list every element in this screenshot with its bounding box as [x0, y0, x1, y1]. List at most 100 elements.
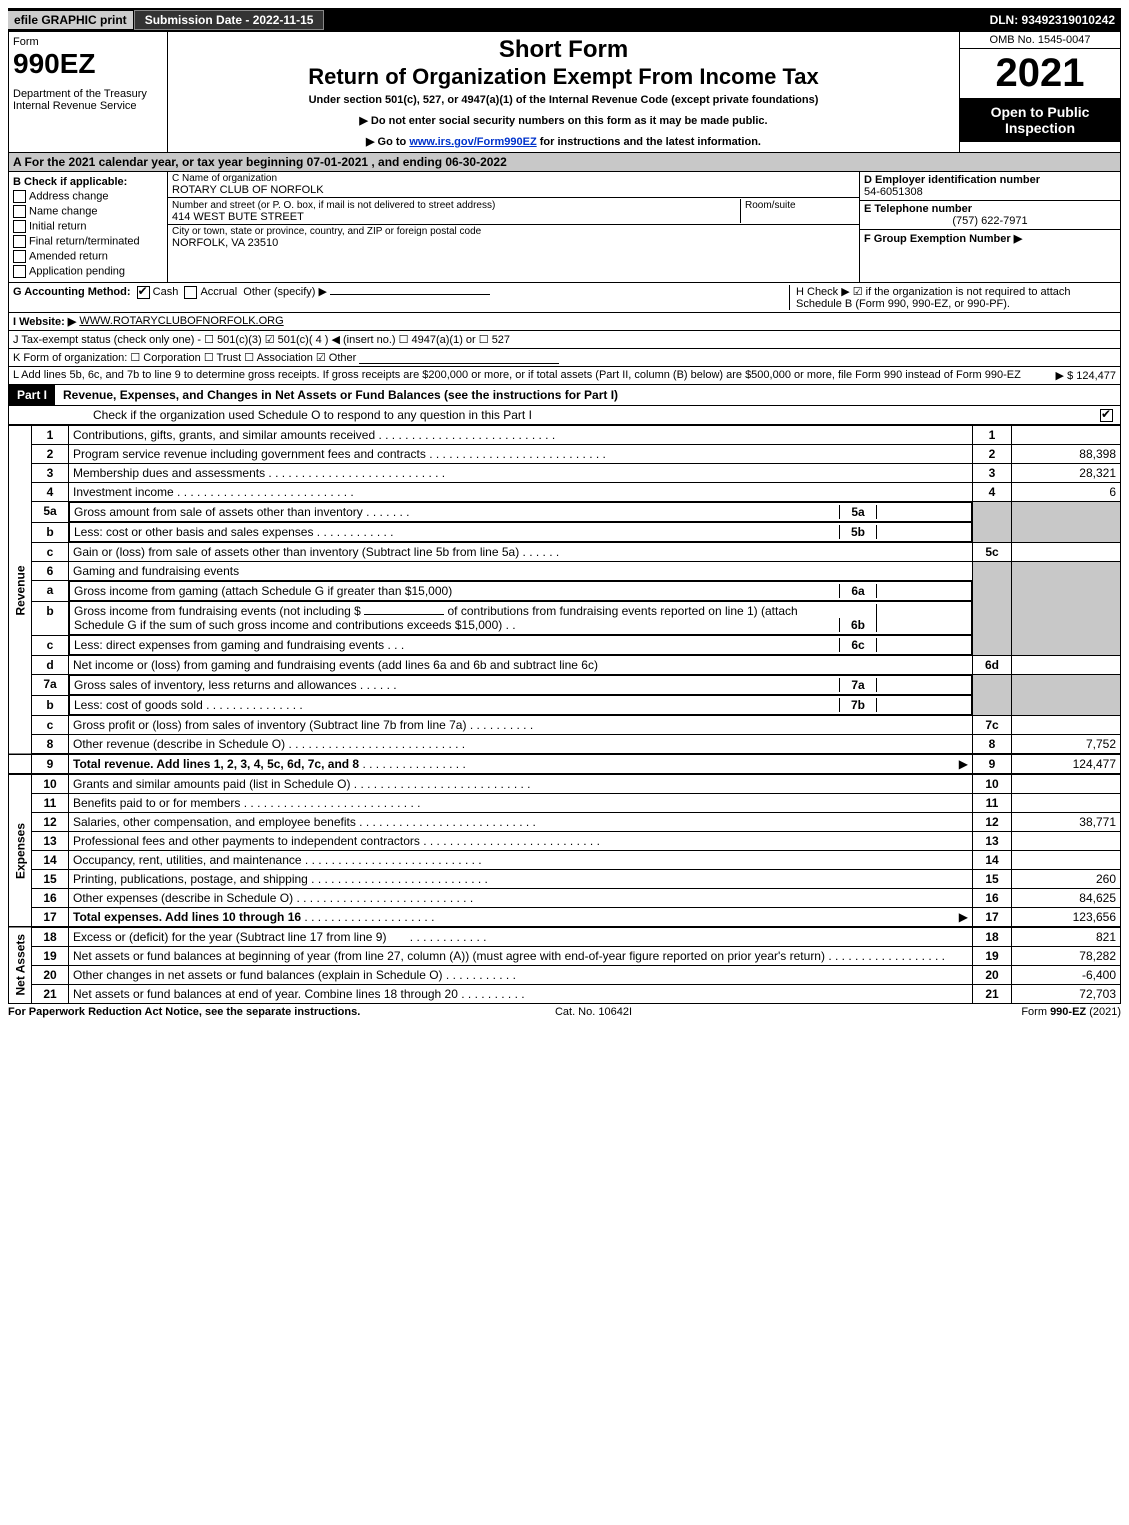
phone-value: (757) 622-7971	[864, 215, 1116, 227]
t7b: Less: cost of goods sold . . . . . . . .…	[69, 695, 972, 715]
col-b-checkboxes: B Check if applicable: Address change Na…	[9, 172, 168, 282]
n14: 14	[32, 851, 69, 870]
num2: 2	[973, 445, 1012, 464]
n12: 12	[32, 813, 69, 832]
6b-amount-input[interactable]	[364, 614, 444, 615]
chk-initial-return[interactable]: Initial return	[13, 220, 163, 233]
website-value[interactable]: WWW.ROTARYCLUBOFNORFOLK.ORG	[79, 315, 283, 328]
t6b: Gross income from fundraising events (no…	[69, 601, 972, 635]
v17: 123,656	[1012, 908, 1121, 928]
footer-center: Cat. No. 10642I	[555, 1006, 632, 1018]
n5a: 5a	[32, 502, 69, 523]
form-number: 990EZ	[13, 48, 163, 80]
t6: Gaming and fundraising events	[69, 562, 973, 581]
in5a: 5a	[839, 505, 876, 519]
v6d	[1012, 656, 1121, 675]
n5b: b	[32, 522, 69, 543]
num5a-g	[973, 502, 1012, 523]
n20: 20	[32, 966, 69, 985]
part1-checkbox[interactable]	[1100, 409, 1113, 422]
n4: 4	[32, 483, 69, 502]
t20: Other changes in net assets or fund bala…	[69, 966, 973, 985]
section-bcdef: B Check if applicable: Address change Na…	[8, 172, 1121, 283]
chk-label-1: Name change	[29, 205, 98, 217]
t6a: Gross income from gaming (attach Schedul…	[69, 581, 972, 601]
org-name: ROTARY CLUB OF NORFOLK	[172, 184, 855, 196]
public-badge: Open to Public Inspection	[960, 98, 1120, 142]
v16: 84,625	[1012, 889, 1121, 908]
t21: Net assets or fund balances at end of ye…	[69, 985, 973, 1004]
form-subtitle: Under section 501(c), 527, or 4947(a)(1)…	[176, 94, 951, 106]
e-label: E Telephone number	[864, 203, 1116, 215]
t6d: Net income or (loss) from gaming and fun…	[69, 656, 973, 675]
chk-label-0: Address change	[29, 190, 109, 202]
side-revenue: Revenue	[9, 426, 32, 755]
note2-pre: ▶ Go to	[366, 136, 409, 148]
t9: Total revenue. Add lines 1, 2, 3, 4, 5c,…	[69, 754, 973, 774]
v11	[1012, 794, 1121, 813]
num17: 17	[973, 908, 1012, 928]
note2-post: for instructions and the latest informat…	[537, 136, 761, 148]
chk-label-5: Application pending	[29, 265, 125, 277]
n8: 8	[32, 735, 69, 755]
chk-name-change[interactable]: Name change	[13, 205, 163, 218]
part1-title: Revenue, Expenses, and Changes in Net As…	[55, 388, 618, 402]
t10: Grants and similar amounts paid (list in…	[69, 774, 973, 794]
part1-header-row: Part I Revenue, Expenses, and Changes in…	[8, 385, 1121, 406]
irs-link[interactable]: www.irs.gov/Form990EZ	[409, 136, 536, 148]
c-city-label: City or town, state or province, country…	[172, 226, 855, 237]
num5c: 5c	[973, 543, 1012, 562]
n3: 3	[32, 464, 69, 483]
dln-label: DLN: 93492319010242	[990, 13, 1121, 27]
chk-accrual[interactable]	[184, 286, 197, 299]
side-netassets: Net Assets	[9, 927, 32, 1004]
t4: Investment income	[69, 483, 973, 502]
n6: 6	[32, 562, 69, 581]
t5c: Gain or (loss) from sale of assets other…	[69, 543, 973, 562]
num6d: 6d	[973, 656, 1012, 675]
in7b: 7b	[839, 698, 876, 712]
n7c: c	[32, 716, 69, 735]
col-def: D Employer identification number 54-6051…	[859, 172, 1120, 282]
t5b: Less: cost or other basis and sales expe…	[69, 522, 972, 542]
part1-label: Part I	[9, 385, 55, 405]
k-text: K Form of organization: ☐ Corporation ☐ …	[13, 351, 356, 364]
n19: 19	[32, 947, 69, 966]
l-value: ▶ $ 124,477	[1048, 369, 1116, 382]
header-center: Short Form Return of Organization Exempt…	[168, 32, 959, 152]
chk-amended-return[interactable]: Amended return	[13, 250, 163, 263]
part1-check-row: Check if the organization used Schedule …	[8, 406, 1121, 425]
v19: 78,282	[1012, 947, 1121, 966]
iv6b	[876, 604, 967, 632]
t19: Net assets or fund balances at beginning…	[69, 947, 973, 966]
chk-cash[interactable]	[137, 286, 150, 299]
n13: 13	[32, 832, 69, 851]
f-label: F Group Exemption Number ▶	[864, 233, 1022, 245]
k-other-input[interactable]	[359, 351, 559, 364]
omb-number: OMB No. 1545-0047	[960, 32, 1120, 49]
row-j: J Tax-exempt status (check only one) - ☐…	[8, 331, 1121, 349]
room-label: Room/suite	[745, 200, 796, 211]
form-header: Form 990EZ Department of the Treasury In…	[8, 32, 1121, 153]
v14	[1012, 851, 1121, 870]
other-specify-input[interactable]	[330, 294, 490, 295]
v9: 124,477	[1012, 754, 1121, 774]
iv5a	[876, 505, 967, 519]
v12: 38,771	[1012, 813, 1121, 832]
num12: 12	[973, 813, 1012, 832]
in5b: 5b	[839, 525, 876, 539]
header-left: Form 990EZ Department of the Treasury In…	[9, 32, 168, 152]
num10: 10	[973, 774, 1012, 794]
chk-final-return[interactable]: Final return/terminated	[13, 235, 163, 248]
v18: 821	[1012, 927, 1121, 947]
n1: 1	[32, 426, 69, 445]
chk-address-change[interactable]: Address change	[13, 190, 163, 203]
footer: For Paperwork Reduction Act Notice, see …	[8, 1004, 1121, 1018]
chk-application-pending[interactable]: Application pending	[13, 265, 163, 278]
t15: Printing, publications, postage, and shi…	[69, 870, 973, 889]
n2: 2	[32, 445, 69, 464]
num1: 1	[973, 426, 1012, 445]
part1-check-text: Check if the organization used Schedule …	[13, 408, 1100, 422]
chk-label-2: Initial return	[29, 220, 86, 232]
efile-label[interactable]: efile GRAPHIC print	[8, 11, 134, 29]
